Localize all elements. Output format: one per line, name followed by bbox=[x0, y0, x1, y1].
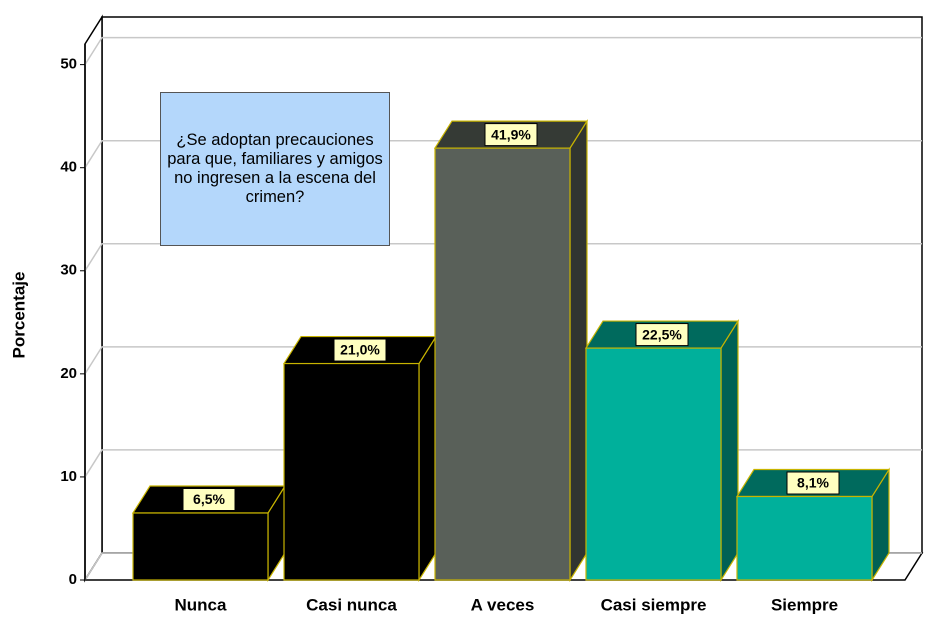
bar-side bbox=[569, 119, 588, 583]
y-axis-label: Porcentaje bbox=[9, 272, 28, 359]
y-tick-label: 30 bbox=[60, 262, 77, 279]
bar bbox=[283, 362, 420, 581]
grid-line bbox=[84, 243, 922, 272]
value-label: 8,1% bbox=[797, 475, 829, 491]
bar bbox=[434, 147, 571, 581]
bar bbox=[736, 495, 873, 581]
value-label-box bbox=[786, 471, 840, 495]
bar-side bbox=[418, 334, 437, 583]
value-label-box bbox=[333, 338, 387, 362]
x-tick-label: Siempre bbox=[771, 595, 838, 614]
value-label: 21,0% bbox=[340, 342, 380, 358]
value-label: 41,9% bbox=[491, 126, 531, 142]
grid-line bbox=[84, 36, 922, 66]
y-tick-label: 50 bbox=[60, 56, 77, 73]
x-tick-label: Casi siempre bbox=[601, 595, 707, 614]
grid-line bbox=[84, 139, 922, 169]
value-label-box bbox=[635, 323, 689, 347]
annotation: ¿Se adoptan precauciones para que, famil… bbox=[160, 92, 390, 246]
x-tick-label: Nunca bbox=[175, 595, 228, 614]
value-label: 22,5% bbox=[642, 326, 682, 342]
x-tick-label: Casi nunca bbox=[306, 595, 397, 614]
bar bbox=[132, 512, 269, 581]
value-label-box bbox=[182, 488, 236, 511]
y-tick-label: 20 bbox=[60, 365, 77, 382]
value-label-box bbox=[484, 123, 538, 147]
y-tick-label: 40 bbox=[60, 159, 77, 176]
bar bbox=[585, 347, 722, 581]
left-wall bbox=[84, 14, 103, 583]
bar-side bbox=[720, 318, 739, 583]
y-tick-label: 10 bbox=[60, 468, 77, 485]
x-tick-label: A veces bbox=[471, 595, 535, 614]
value-label: 6,5% bbox=[193, 491, 225, 507]
y-tick-label: 0 bbox=[69, 571, 77, 588]
